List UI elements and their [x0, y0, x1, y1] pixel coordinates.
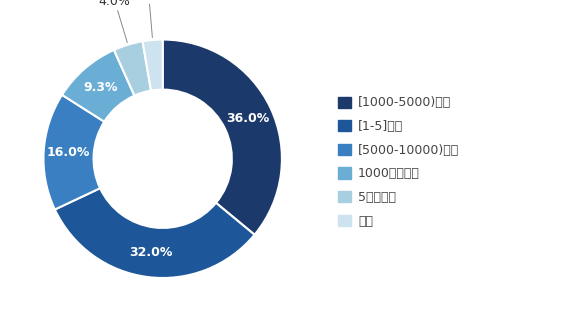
Text: 16.0%: 16.0%: [47, 146, 90, 159]
Text: 2.7%: 2.7%: [133, 0, 165, 38]
Text: 4.0%: 4.0%: [99, 0, 131, 42]
Wedge shape: [142, 40, 163, 91]
Wedge shape: [163, 40, 282, 235]
Text: 36.0%: 36.0%: [226, 112, 269, 125]
Wedge shape: [62, 50, 135, 122]
Wedge shape: [114, 41, 151, 96]
Legend: [1000-5000)万元, [1-5]亿元, [5000-10000)万元, 1000万元以下, 5亿元以上, 不详: [1000-5000)万元, [1-5]亿元, [5000-10000)万元, …: [338, 97, 459, 227]
Wedge shape: [43, 95, 104, 210]
Text: 9.3%: 9.3%: [84, 81, 118, 94]
Wedge shape: [55, 188, 255, 278]
Text: 32.0%: 32.0%: [129, 246, 173, 259]
